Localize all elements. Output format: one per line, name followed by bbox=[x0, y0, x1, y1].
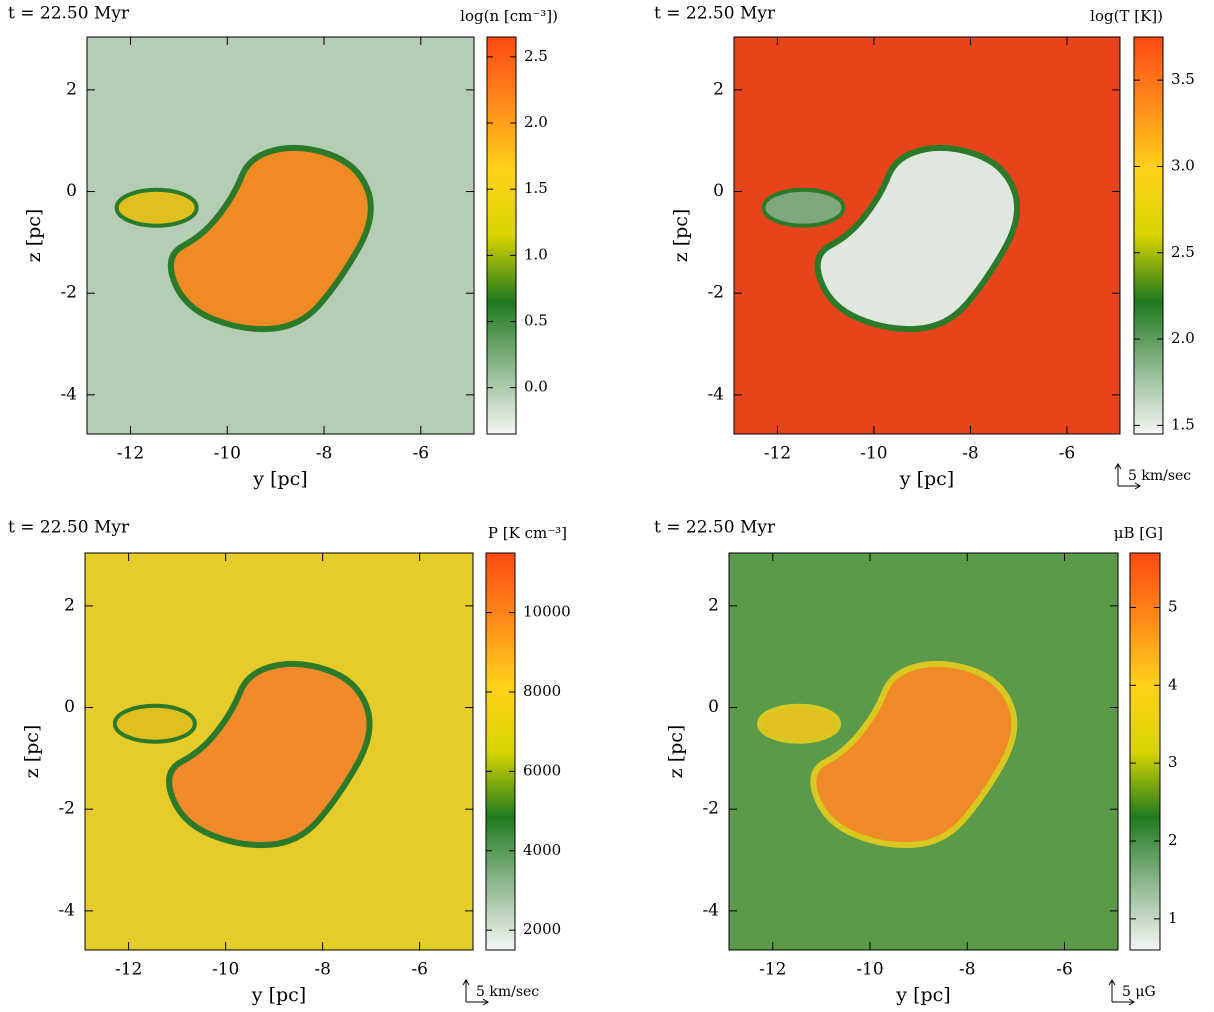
x-tick-label: -6 bbox=[1059, 444, 1076, 464]
colorbar-tick-label: 1.5 bbox=[1171, 415, 1195, 433]
scale-arrow bbox=[1114, 463, 1141, 490]
colorbar-tick-label: 3 bbox=[1168, 753, 1178, 771]
field-feature bbox=[112, 703, 197, 744]
scale-arrow bbox=[462, 979, 489, 1006]
x-tick-label: -10 bbox=[212, 960, 239, 980]
x-tick-label: -8 bbox=[959, 960, 976, 980]
y-axis-label: z [pc] bbox=[665, 725, 687, 779]
colorbar-tick-label: 0.5 bbox=[524, 312, 548, 330]
y-tick-label: 2 bbox=[64, 595, 75, 615]
colorbar-tick-label: 2000 bbox=[523, 920, 561, 938]
y-tick-label: -2 bbox=[58, 799, 75, 819]
plot-frame bbox=[728, 552, 1119, 951]
x-tick-label: -12 bbox=[117, 444, 144, 464]
scale-arrow bbox=[1108, 979, 1135, 1006]
y-tick-label: -4 bbox=[60, 384, 77, 404]
colorbar-tick-label: 2.5 bbox=[1171, 243, 1195, 261]
x-tick-label: -8 bbox=[316, 444, 333, 464]
colorbar-tick-label: 1.0 bbox=[524, 245, 548, 263]
plot-frame bbox=[84, 552, 474, 951]
colorbar-tick-label: 8000 bbox=[523, 682, 561, 700]
y-tick-label: -4 bbox=[707, 384, 724, 404]
field-feature bbox=[814, 144, 1021, 333]
colorbar-tick-label: 2 bbox=[1168, 831, 1178, 849]
y-tick-label: -4 bbox=[702, 900, 719, 920]
plot-frame bbox=[733, 36, 1121, 435]
colorbar-tick-label: 2.5 bbox=[524, 47, 548, 65]
colorbar bbox=[485, 552, 516, 951]
scale-label: 5 km/sec bbox=[476, 984, 539, 1000]
x-axis-label: y [pc] bbox=[251, 984, 306, 1006]
y-tick-label: -2 bbox=[707, 283, 724, 303]
scale-label: 5 μG bbox=[1122, 984, 1156, 1000]
field-feature bbox=[167, 144, 374, 333]
scale-label: 5 km/sec bbox=[1128, 468, 1191, 484]
y-tick-label: 2 bbox=[66, 79, 77, 99]
field-feature bbox=[166, 660, 373, 849]
colorbar-tick-label: 4000 bbox=[523, 841, 561, 859]
x-axis-label: y [pc] bbox=[895, 984, 950, 1006]
panel-title: t = 22.50 Myr bbox=[8, 4, 130, 24]
x-tick-label: -10 bbox=[860, 444, 887, 464]
colorbar-label: μB [G] bbox=[1114, 524, 1163, 542]
panel-title: t = 22.50 Myr bbox=[8, 518, 130, 538]
colorbar-tick-label: 10000 bbox=[523, 603, 571, 621]
y-tick-label: 0 bbox=[66, 181, 77, 201]
x-tick-label: -6 bbox=[413, 444, 430, 464]
x-tick-label: -12 bbox=[764, 444, 791, 464]
x-axis-label: y [pc] bbox=[252, 468, 307, 490]
colorbar-tick-label: 6000 bbox=[523, 761, 561, 779]
colorbar-tick-label: 2.0 bbox=[1171, 329, 1195, 347]
colorbar-tick-label: 1.5 bbox=[524, 179, 548, 197]
x-tick-label: -12 bbox=[759, 960, 786, 980]
y-tick-label: 2 bbox=[708, 595, 719, 615]
colorbar-tick-label: 4 bbox=[1168, 675, 1178, 693]
x-tick-label: -10 bbox=[214, 444, 241, 464]
y-tick-label: 2 bbox=[713, 79, 724, 99]
plot-frame bbox=[86, 36, 475, 435]
colorbar-tick-label: 0.0 bbox=[524, 378, 548, 396]
colorbar-tick-label: 5 bbox=[1168, 597, 1178, 615]
field-feature bbox=[761, 187, 846, 228]
x-tick-label: -8 bbox=[314, 960, 331, 980]
field-feature bbox=[757, 703, 842, 744]
colorbar-label: log(T [K]) bbox=[1090, 7, 1163, 25]
x-tick-label: -6 bbox=[1056, 960, 1073, 980]
y-tick-label: -4 bbox=[58, 900, 75, 920]
colorbar-tick-label: 3.5 bbox=[1171, 70, 1195, 88]
field-feature bbox=[810, 660, 1018, 849]
x-tick-label: -8 bbox=[962, 444, 979, 464]
colorbar bbox=[486, 36, 517, 435]
x-tick-label: -12 bbox=[115, 960, 142, 980]
colorbar-tick-label: 1 bbox=[1168, 909, 1178, 927]
y-tick-label: -2 bbox=[702, 799, 719, 819]
panel-title: t = 22.50 Myr bbox=[654, 518, 776, 538]
y-tick-label: 0 bbox=[713, 181, 724, 201]
colorbar-tick-label: 3.0 bbox=[1171, 156, 1195, 174]
x-tick-label: -10 bbox=[856, 960, 883, 980]
y-tick-label: -2 bbox=[60, 283, 77, 303]
colorbar-label: P [K cm⁻³] bbox=[488, 524, 567, 542]
y-axis-label: z [pc] bbox=[21, 725, 43, 779]
y-axis-label: z [pc] bbox=[23, 209, 45, 263]
colorbar bbox=[1129, 552, 1161, 951]
y-tick-label: 0 bbox=[64, 697, 75, 717]
colorbar-tick-label: 2.0 bbox=[524, 113, 548, 131]
colorbar bbox=[1133, 36, 1164, 435]
y-axis-label: z [pc] bbox=[670, 209, 692, 263]
x-axis-label: y [pc] bbox=[899, 468, 954, 490]
field-feature bbox=[114, 187, 199, 228]
panel-title: t = 22.50 Myr bbox=[654, 4, 776, 24]
y-tick-label: 0 bbox=[708, 697, 719, 717]
colorbar-label: log(n [cm⁻³]) bbox=[460, 7, 558, 25]
x-tick-label: -6 bbox=[411, 960, 428, 980]
